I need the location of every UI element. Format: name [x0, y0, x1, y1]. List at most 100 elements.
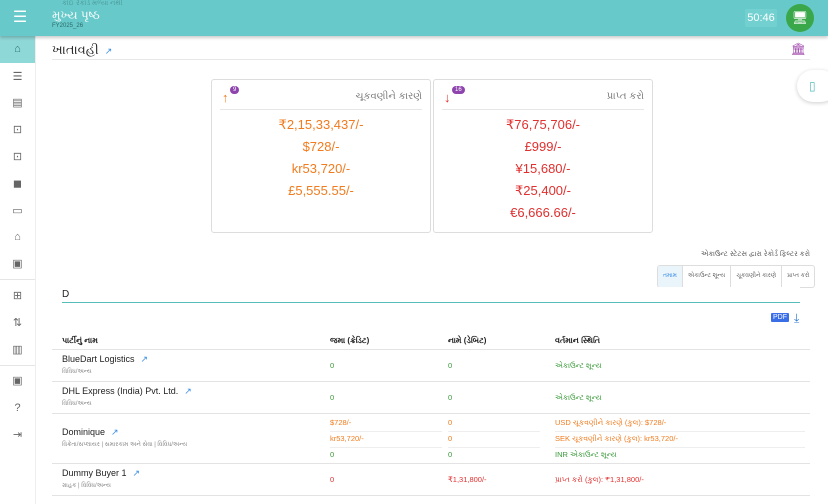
divider — [448, 447, 540, 448]
inbox-out-icon[interactable]: ⊡ — [12, 151, 23, 164]
table-row[interactable]: Dummy Buyer 1 ↗ ગ્રાહક | વિવિધ/અન્ય 0 ₹1,31… — [52, 464, 810, 496]
add-library-icon[interactable]: ⊞ — [12, 290, 23, 303]
external-link-icon[interactable]: ↗ — [140, 354, 149, 364]
archive-icon[interactable]: ▣ — [12, 258, 23, 271]
debit-value: ₹1,31,800/- — [448, 475, 487, 484]
divider — [0, 279, 35, 281]
card-value: kr53,720/- — [291, 161, 351, 176]
page-title-text: ખાતાવહી — [52, 42, 99, 57]
faint-message: કોઈ રેકોર્ડ મળ્યા નથી — [62, 0, 123, 7]
col-debit: નામે (ડેબિટ) — [448, 336, 487, 345]
card-value: ₹2,15,33,437/- — [278, 117, 364, 132]
card-value: £5,555.55/- — [288, 183, 354, 198]
credit-value: $728/- — [330, 418, 352, 427]
pdf-icon[interactable]: PDF — [771, 313, 789, 322]
party-name[interactable]: DHL Express (India) Pvt. Ltd. ↗ — [62, 386, 192, 397]
app-header: કોઈ રેકોર્ડ મળ્યા નથી ☰ મુખ્ય પૃષ્ઠ FY20… — [0, 0, 828, 36]
document-icon[interactable]: ▤ — [12, 97, 23, 110]
filter-receivable[interactable]: પ્રાપ્ત કરો — [781, 266, 814, 287]
party-name[interactable]: Dummy Buyer 1 ↗ — [62, 468, 140, 479]
filter-due[interactable]: ચૂકવણીને કારણે — [730, 266, 781, 287]
filter-all[interactable]: તમામ — [658, 266, 682, 287]
party-name-text: BlueDart Logistics — [62, 354, 135, 364]
help-icon[interactable]: ? — [14, 401, 21, 414]
count-badge: 9 — [230, 86, 240, 94]
list-icon[interactable]: ☰ — [12, 70, 23, 83]
divider — [0, 364, 35, 366]
party-name[interactable]: BlueDart Logistics ↗ — [62, 354, 148, 365]
credit-value: 0 — [330, 393, 335, 402]
filter-zero[interactable]: એકાઉન્ટ શૂન્ય — [681, 266, 730, 287]
search-input[interactable] — [62, 287, 800, 303]
status-value: USD ચૂકવણીને કારણે (કુલ): $728/- — [555, 418, 667, 427]
table-row[interactable]: DHL Express (India) Pvt. Ltd. ↗ વિવિધ/અન્… — [52, 382, 810, 414]
bank-icon[interactable]: ⌂ — [14, 230, 21, 243]
debit-value: 0 — [448, 434, 453, 443]
badge-icon[interactable]: ▣ — [12, 375, 23, 388]
table-row[interactable]: Dominique ↗ વિક્રેતા/સપ્લાયર | સમારકામ અન… — [52, 414, 810, 464]
inbox-in-icon[interactable]: ⊡ — [12, 124, 23, 137]
credit-value: 0 — [330, 475, 335, 484]
ledger-table: પાર્ટીનું નામ જમા (ક્રેડિટ) નામે (ડેબિટ)… — [52, 332, 810, 496]
filter-label: એકાઉન્ટ સ્ટેટસ દ્વારા રેકોર્ડ ફિલ્ટર કરો — [700, 251, 810, 258]
party-category: ગ્રાહક | વિવિધ/અન્ય — [62, 483, 111, 489]
monitor-icon[interactable]: ▭ — [12, 204, 23, 217]
status-value: એકાઉન્ટ શૂન્ય — [555, 361, 602, 370]
card-values: ₹76,75,706/- £999/- ¥15,680/- ₹25,400/- €6,6… — [434, 110, 652, 224]
table-icon[interactable]: ▥ — [12, 343, 23, 356]
logout-icon[interactable]: ⇥ — [12, 429, 23, 442]
party-name-text: Dominique — [62, 427, 106, 437]
debit-value: 0 — [448, 450, 453, 459]
external-link-icon[interactable]: ↗ — [132, 468, 141, 478]
card-label: ચૂકવણીને કારણે — [355, 91, 423, 102]
divider — [448, 431, 540, 432]
card-value: ₹76,75,706/- — [505, 117, 581, 132]
debit-value: 0 — [448, 393, 453, 402]
card-value: £999/- — [524, 139, 562, 154]
credit-value: 0 — [330, 450, 335, 459]
page-title: ખાતાવહી ↗ — [52, 42, 112, 58]
card-value: €6,666.66/- — [510, 205, 576, 220]
party-name-text: DHL Express (India) Pvt. Ltd. — [62, 386, 179, 396]
party-category: વિક્રેતા/સપ્લાયર | સમારકામ અને સેવા | વિ… — [62, 442, 188, 448]
arrow-up-icon: ↑ — [222, 90, 229, 105]
download-icon[interactable]: ⤓ — [794, 311, 800, 325]
status-value: SEK ચૂકવણીને કારણે (કુલ): kr53,720/- — [555, 434, 678, 443]
card-values: ₹2,15,33,437/- $728/- kr53,720/- £5,555.55/… — [212, 110, 430, 202]
avatar[interactable]: 🖥 — [786, 4, 814, 32]
arrow-down-icon: ↓ — [444, 90, 451, 105]
sidebar: ⌂ ☰ ▤ ⊡ ⊡ ◼ ▭ ⌂ ▣ ⊞ ⇅ ▥ ▣ ? ⇥ — [0, 36, 36, 504]
col-party: પાર્ટીનું નામ — [62, 336, 98, 345]
table-header: પાર્ટીનું નામ જમા (ક્રેડિટ) નામે (ડેબિટ)… — [52, 332, 810, 350]
bank-icon[interactable]: 🏛 — [790, 42, 806, 56]
count-badge: 16 — [452, 86, 465, 94]
receivable-card: ↓ 16 પ્રાપ્ત કરો ₹76,75,706/- £999/- ¥15,6… — [433, 79, 653, 233]
session-timer: 50:46 — [745, 9, 777, 27]
menu-icon[interactable]: ☰ — [12, 9, 28, 26]
label-icon[interactable]: ◼ — [12, 177, 23, 190]
external-link-icon[interactable]: ↗ — [104, 46, 113, 56]
party-name-text: Dummy Buyer 1 — [62, 468, 127, 478]
party-name[interactable]: Dominique ↗ — [62, 427, 119, 438]
credit-value: kr53,720/- — [330, 434, 364, 443]
divider — [330, 447, 442, 448]
page-header: ખાતાવહી ↗ 🏛 — [52, 40, 810, 60]
debit-value: 0 — [448, 418, 453, 427]
swap-vertical-icon[interactable]: ⇅ — [12, 316, 23, 329]
card-label: પ્રાપ્ત કરો — [606, 91, 644, 102]
home-icon[interactable]: ⌂ — [0, 36, 35, 63]
status-value: એકાઉન્ટ શૂન્ય — [555, 393, 602, 402]
due-card: ↑ 9 ચૂકવણીને કારણે ₹2,15,33,437/- $728/- k… — [211, 79, 431, 233]
external-link-icon[interactable]: ↗ — [184, 386, 192, 396]
debit-value: 0 — [448, 361, 453, 370]
table-row[interactable]: BlueDart Logistics ↗ વિવિધ/અન્ય 0 0 એકાઉન્ટ … — [52, 350, 810, 382]
credit-value: 0 — [330, 361, 335, 370]
header-title: મુખ્ય પૃષ્ઠ — [52, 8, 100, 22]
mobile-icon[interactable]: ▯ — [797, 70, 828, 102]
external-link-icon[interactable]: ↗ — [111, 427, 119, 437]
status-filter: તમામ એકાઉન્ટ શૂન્ય ચૂકવણીને કારણે પ્રાપ્… — [657, 265, 816, 288]
divider — [330, 431, 442, 432]
col-credit: જમા (ક્રેડિટ) — [330, 336, 370, 345]
card-value: ₹25,400/- — [515, 183, 571, 198]
card-value: ¥15,680/- — [515, 161, 571, 176]
